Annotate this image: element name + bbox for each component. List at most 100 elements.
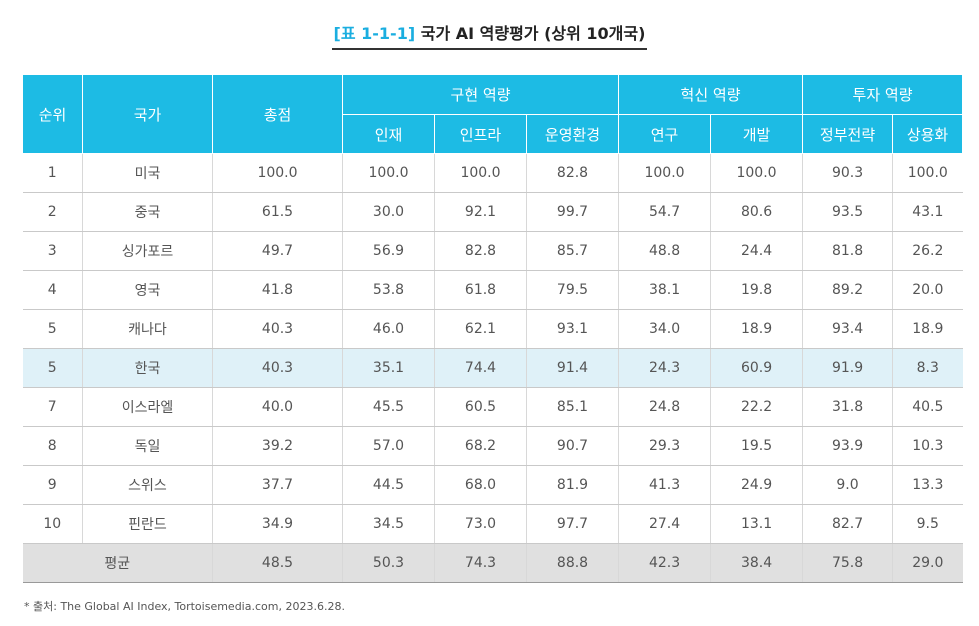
table-cell: 61.5 — [212, 192, 343, 232]
average-label: 평균 — [22, 543, 213, 583]
table-cell: 100.0 — [212, 153, 343, 193]
table-cell: 85.7 — [525, 231, 619, 271]
table-cell: 8.3 — [892, 348, 963, 388]
table-row: 9 스위스 37.7 44.5 68.0 81.9 41.3 24.9 9.0 13.3 — [22, 465, 963, 505]
table-title: [표 1-1-1] 국가 AI 역량평가 (상위 10개국) — [0, 20, 979, 50]
average-cell: 38.4 — [710, 543, 803, 583]
table-cell: 61.8 — [434, 270, 527, 310]
table-cell: 40.3 — [212, 348, 343, 388]
table-cell: 1 — [22, 153, 83, 193]
table-row: 10 핀란드 34.9 34.5 73.0 97.7 27.4 13.1 82.7 9.5 — [22, 504, 963, 544]
table-cell: 18.9 — [710, 309, 803, 349]
source-note: * 출처: The Global AI Index, Tortoisemedia… — [24, 600, 345, 613]
table-cell: 22.2 — [710, 387, 803, 427]
table-cell: 40.3 — [212, 309, 343, 349]
table-cell: 미국 — [82, 153, 213, 193]
table-cell: 27.4 — [618, 504, 711, 544]
table-cell: 97.7 — [525, 504, 619, 544]
table-cell: 9.5 — [892, 504, 963, 544]
table-cell: 100.0 — [434, 153, 527, 193]
header-research: 연구 — [618, 114, 712, 154]
table-cell: 26.2 — [892, 231, 963, 271]
table-cell: 100.0 — [710, 153, 803, 193]
table-cell: 10 — [22, 504, 83, 544]
table-cell: 40.0 — [212, 387, 343, 427]
table-cell: 18.9 — [892, 309, 963, 349]
table-cell: 19.5 — [710, 426, 803, 466]
table-cell: 2 — [22, 192, 83, 232]
table-cell: 13.1 — [710, 504, 803, 544]
table-cell: 13.3 — [892, 465, 963, 505]
table-cell: 99.7 — [525, 192, 619, 232]
header-total: 총점 — [212, 74, 343, 154]
table-cell: 81.8 — [802, 231, 893, 271]
table-cell: 5 — [22, 309, 83, 349]
table-cell: 9.0 — [802, 465, 893, 505]
header-commercial: 상용화 — [892, 114, 964, 154]
table-cell: 10.3 — [892, 426, 963, 466]
table-cell: 93.1 — [525, 309, 619, 349]
table-cell: 90.7 — [525, 426, 619, 466]
table-cell: 44.5 — [342, 465, 435, 505]
table-cell: 20.0 — [892, 270, 963, 310]
table-row: 4 영국 41.8 53.8 61.8 79.5 38.1 19.8 89.2 20.0 — [22, 270, 963, 310]
table-cell: 53.8 — [342, 270, 435, 310]
average-cell: 48.5 — [212, 543, 343, 583]
average-cell: 42.3 — [618, 543, 711, 583]
average-row: 평균 48.5 50.3 74.3 88.8 42.3 38.4 75.8 29.0 — [22, 543, 963, 583]
table-cell: 3 — [22, 231, 83, 271]
table-cell: 19.8 — [710, 270, 803, 310]
table-row: 7 이스라엘 40.0 45.5 60.5 85.1 24.8 22.2 31.8 40.5 — [22, 387, 963, 427]
table-cell: 38.1 — [618, 270, 711, 310]
table-cell: 24.9 — [710, 465, 803, 505]
table-cell: 스위스 — [82, 465, 213, 505]
table-cell: 91.9 — [802, 348, 893, 388]
table-number: [표 1-1-1] — [333, 24, 416, 43]
table-cell: 39.2 — [212, 426, 343, 466]
table-cell: 31.8 — [802, 387, 893, 427]
header-talent: 인재 — [342, 114, 435, 154]
table-cell: 29.3 — [618, 426, 711, 466]
table-cell: 4 — [22, 270, 83, 310]
header-operating-environment: 운영환경 — [525, 114, 620, 154]
table-row: 5 캐나다 40.3 46.0 62.1 93.1 34.0 18.9 93.4 18.9 — [22, 309, 963, 349]
table-cell: 24.8 — [618, 387, 711, 427]
table-cell: 79.5 — [525, 270, 619, 310]
header-country: 국가 — [82, 74, 213, 154]
average-cell: 88.8 — [525, 543, 619, 583]
table-cell: 89.2 — [802, 270, 893, 310]
table-cell: 54.7 — [618, 192, 711, 232]
table-cell: 49.7 — [212, 231, 343, 271]
average-cell: 75.8 — [802, 543, 893, 583]
table-cell: 7 — [22, 387, 83, 427]
table-cell: 82.8 — [525, 153, 619, 193]
table-cell: 62.1 — [434, 309, 527, 349]
table-cell: 80.6 — [710, 192, 803, 232]
table-cell: 34.0 — [618, 309, 711, 349]
header-group-implementation: 구현 역량 — [341, 74, 620, 115]
table-cell: 48.8 — [618, 231, 711, 271]
header-development: 개발 — [710, 114, 804, 154]
table-cell: 34.5 — [342, 504, 435, 544]
table-cell: 93.9 — [802, 426, 893, 466]
table-cell: 57.0 — [342, 426, 435, 466]
table-cell: 91.4 — [525, 348, 619, 388]
header-infrastructure: 인프라 — [434, 114, 527, 154]
table-cell: 한국 — [82, 348, 213, 388]
table-cell: 85.1 — [525, 387, 619, 427]
table-cell: 34.9 — [212, 504, 343, 544]
table-cell: 60.9 — [710, 348, 803, 388]
table-cell: 5 — [22, 348, 83, 388]
table-cell: 60.5 — [434, 387, 527, 427]
table-cell: 90.3 — [802, 153, 893, 193]
header-group-innovation: 혁신 역량 — [618, 74, 804, 115]
table-cell: 이스라엘 — [82, 387, 213, 427]
table-cell: 8 — [22, 426, 83, 466]
table-cell: 73.0 — [434, 504, 527, 544]
average-cell: 74.3 — [434, 543, 527, 583]
table-cell: 92.1 — [434, 192, 527, 232]
table-cell: 24.3 — [618, 348, 711, 388]
table-cell: 82.8 — [434, 231, 527, 271]
table-cell: 46.0 — [342, 309, 435, 349]
table-cell: 82.7 — [802, 504, 893, 544]
